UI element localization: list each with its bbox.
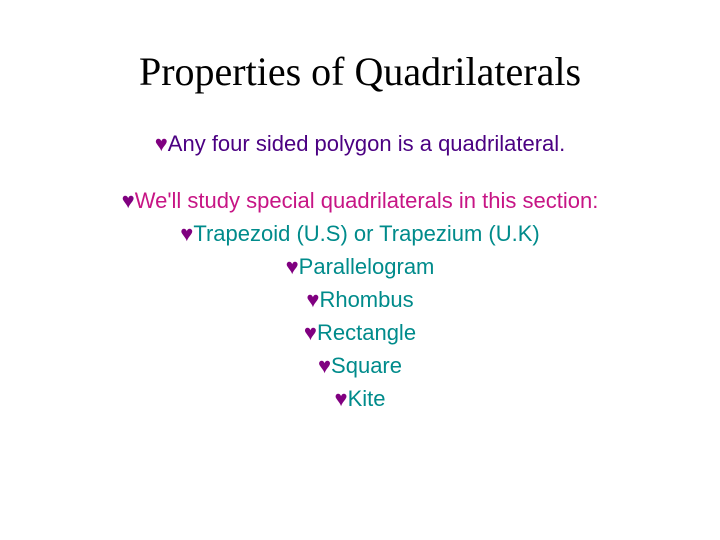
bullet-line-8: ♥Kite bbox=[335, 382, 386, 415]
line-text: Square bbox=[331, 353, 402, 378]
bullet-line-6: ♥Rectangle bbox=[304, 316, 416, 349]
heart-icon: ♥ bbox=[286, 254, 299, 279]
slide-title: Properties of Quadrilaterals bbox=[139, 48, 581, 95]
line-text: Trapezoid (U.S) or Trapezium (U.K) bbox=[193, 221, 539, 246]
line-text: Kite bbox=[348, 386, 386, 411]
heart-icon: ♥ bbox=[180, 221, 193, 246]
bullet-line-3: ♥Trapezoid (U.S) or Trapezium (U.K) bbox=[180, 217, 539, 250]
bullet-line-0: ♥Any four sided polygon is a quadrilater… bbox=[155, 127, 566, 160]
bullet-line-2: ♥We'll study special quadrilaterals in t… bbox=[122, 184, 599, 217]
line-text: Rectangle bbox=[317, 320, 416, 345]
heart-icon: ♥ bbox=[304, 320, 317, 345]
heart-icon: ♥ bbox=[122, 188, 135, 213]
line-text: Any four sided polygon is a quadrilatera… bbox=[168, 131, 565, 156]
heart-icon: ♥ bbox=[318, 353, 331, 378]
heart-icon: ♥ bbox=[306, 287, 319, 312]
heart-icon: ♥ bbox=[155, 131, 168, 156]
line-text: Parallelogram bbox=[299, 254, 435, 279]
bullet-line-5: ♥Rhombus bbox=[306, 283, 413, 316]
line-text: We'll study special quadrilaterals in th… bbox=[135, 188, 599, 213]
line-text: Rhombus bbox=[319, 287, 413, 312]
heart-icon: ♥ bbox=[335, 386, 348, 411]
bullet-line-7: ♥Square bbox=[318, 349, 402, 382]
bullet-line-4: ♥Parallelogram bbox=[286, 250, 435, 283]
